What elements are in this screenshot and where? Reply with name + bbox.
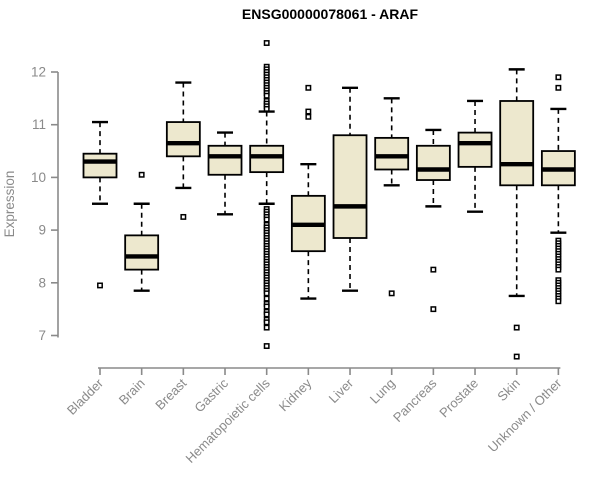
y-tick-label-11: 11 [32,117,46,132]
y-tick-label-12: 12 [31,65,46,80]
boxplot-gastric [207,131,243,216]
boxplot-bladder [82,120,118,289]
outlier-unknown-other [555,298,562,305]
x-tick-label-liver: Liver [326,375,357,406]
outlier-kidney [305,108,312,115]
chart-title: ENSG00000078061 - ARAF [242,6,419,22]
outlier-unknown-other [555,84,562,91]
outlier-brain [138,171,145,178]
y-tick-label-9: 9 [38,223,46,238]
boxplot-unknown-other [540,74,576,305]
boxplot-breast [165,81,201,220]
y-axis-label: Expression [2,171,17,238]
x-tick-label-skin: Skin [494,376,522,404]
outlier-hematopoietic-cells [263,40,270,46]
outlier-hematopoietic-cells [263,290,270,297]
outlier-hematopoietic-cells [263,319,270,326]
boxplot-prostate [457,99,493,213]
boxplot-pancreas [415,128,451,313]
x-tick-label-pancreas: Pancreas [390,375,440,425]
box-gastric [207,144,243,176]
outlier-pancreas [430,306,437,313]
box-bladder [82,152,118,179]
box-liver [332,134,368,239]
box-lung [374,136,410,171]
y-tick-label-7: 7 [38,328,46,343]
x-tick-label-kidney: Kidney [276,375,315,414]
outlier-skin [513,324,520,331]
outlier-unknown-other [555,74,562,81]
boxplot-kidney [290,84,326,300]
boxplot-lung [374,97,410,297]
box-hematopoietic-cells [249,144,285,174]
outlier-kidney [305,84,312,91]
boxplot-skin [499,68,535,360]
box-skin [499,100,535,187]
outlier-hematopoietic-cells [263,216,270,223]
x-tick-label-gastric: Gastric [191,375,231,415]
x-tick-label-unknown-other: Unknown / Other [485,375,565,455]
box-brain [124,234,160,271]
outlier-hematopoietic-cells [263,92,270,99]
boxplot-brain [124,171,160,292]
outlier-bladder [97,282,103,289]
box-pancreas [415,144,451,181]
x-tick-label-lung: Lung [367,376,398,407]
box-prostate [457,131,493,168]
box-breast [165,121,201,158]
outlier-skin [513,353,520,360]
outlier-unknown-other [555,266,562,273]
outlier-hematopoietic-cells [263,311,270,318]
outlier-hematopoietic-cells [263,324,270,331]
x-tick-label-breast: Breast [152,375,189,412]
outlier-hematopoietic-cells [263,295,270,302]
boxplot-liver [332,86,368,292]
y-tick-label-8: 8 [38,275,46,290]
x-tick-label-bladder: Bladder [64,375,107,418]
x-tick-label-brain: Brain [116,376,148,408]
plot-area [82,40,576,360]
outlier-lung [388,290,395,297]
outlier-pancreas [430,266,437,273]
outlier-hematopoietic-cells [263,343,270,349]
boxplot-hematopoietic-cells [249,40,285,349]
outlier-hematopoietic-cells [263,303,270,310]
x-tick-label-prostate: Prostate [436,376,481,421]
outlier-hematopoietic-cells [263,105,270,112]
y-tick-label-10: 10 [31,170,46,185]
outlier-kidney [305,113,312,120]
outlier-breast [180,213,187,220]
